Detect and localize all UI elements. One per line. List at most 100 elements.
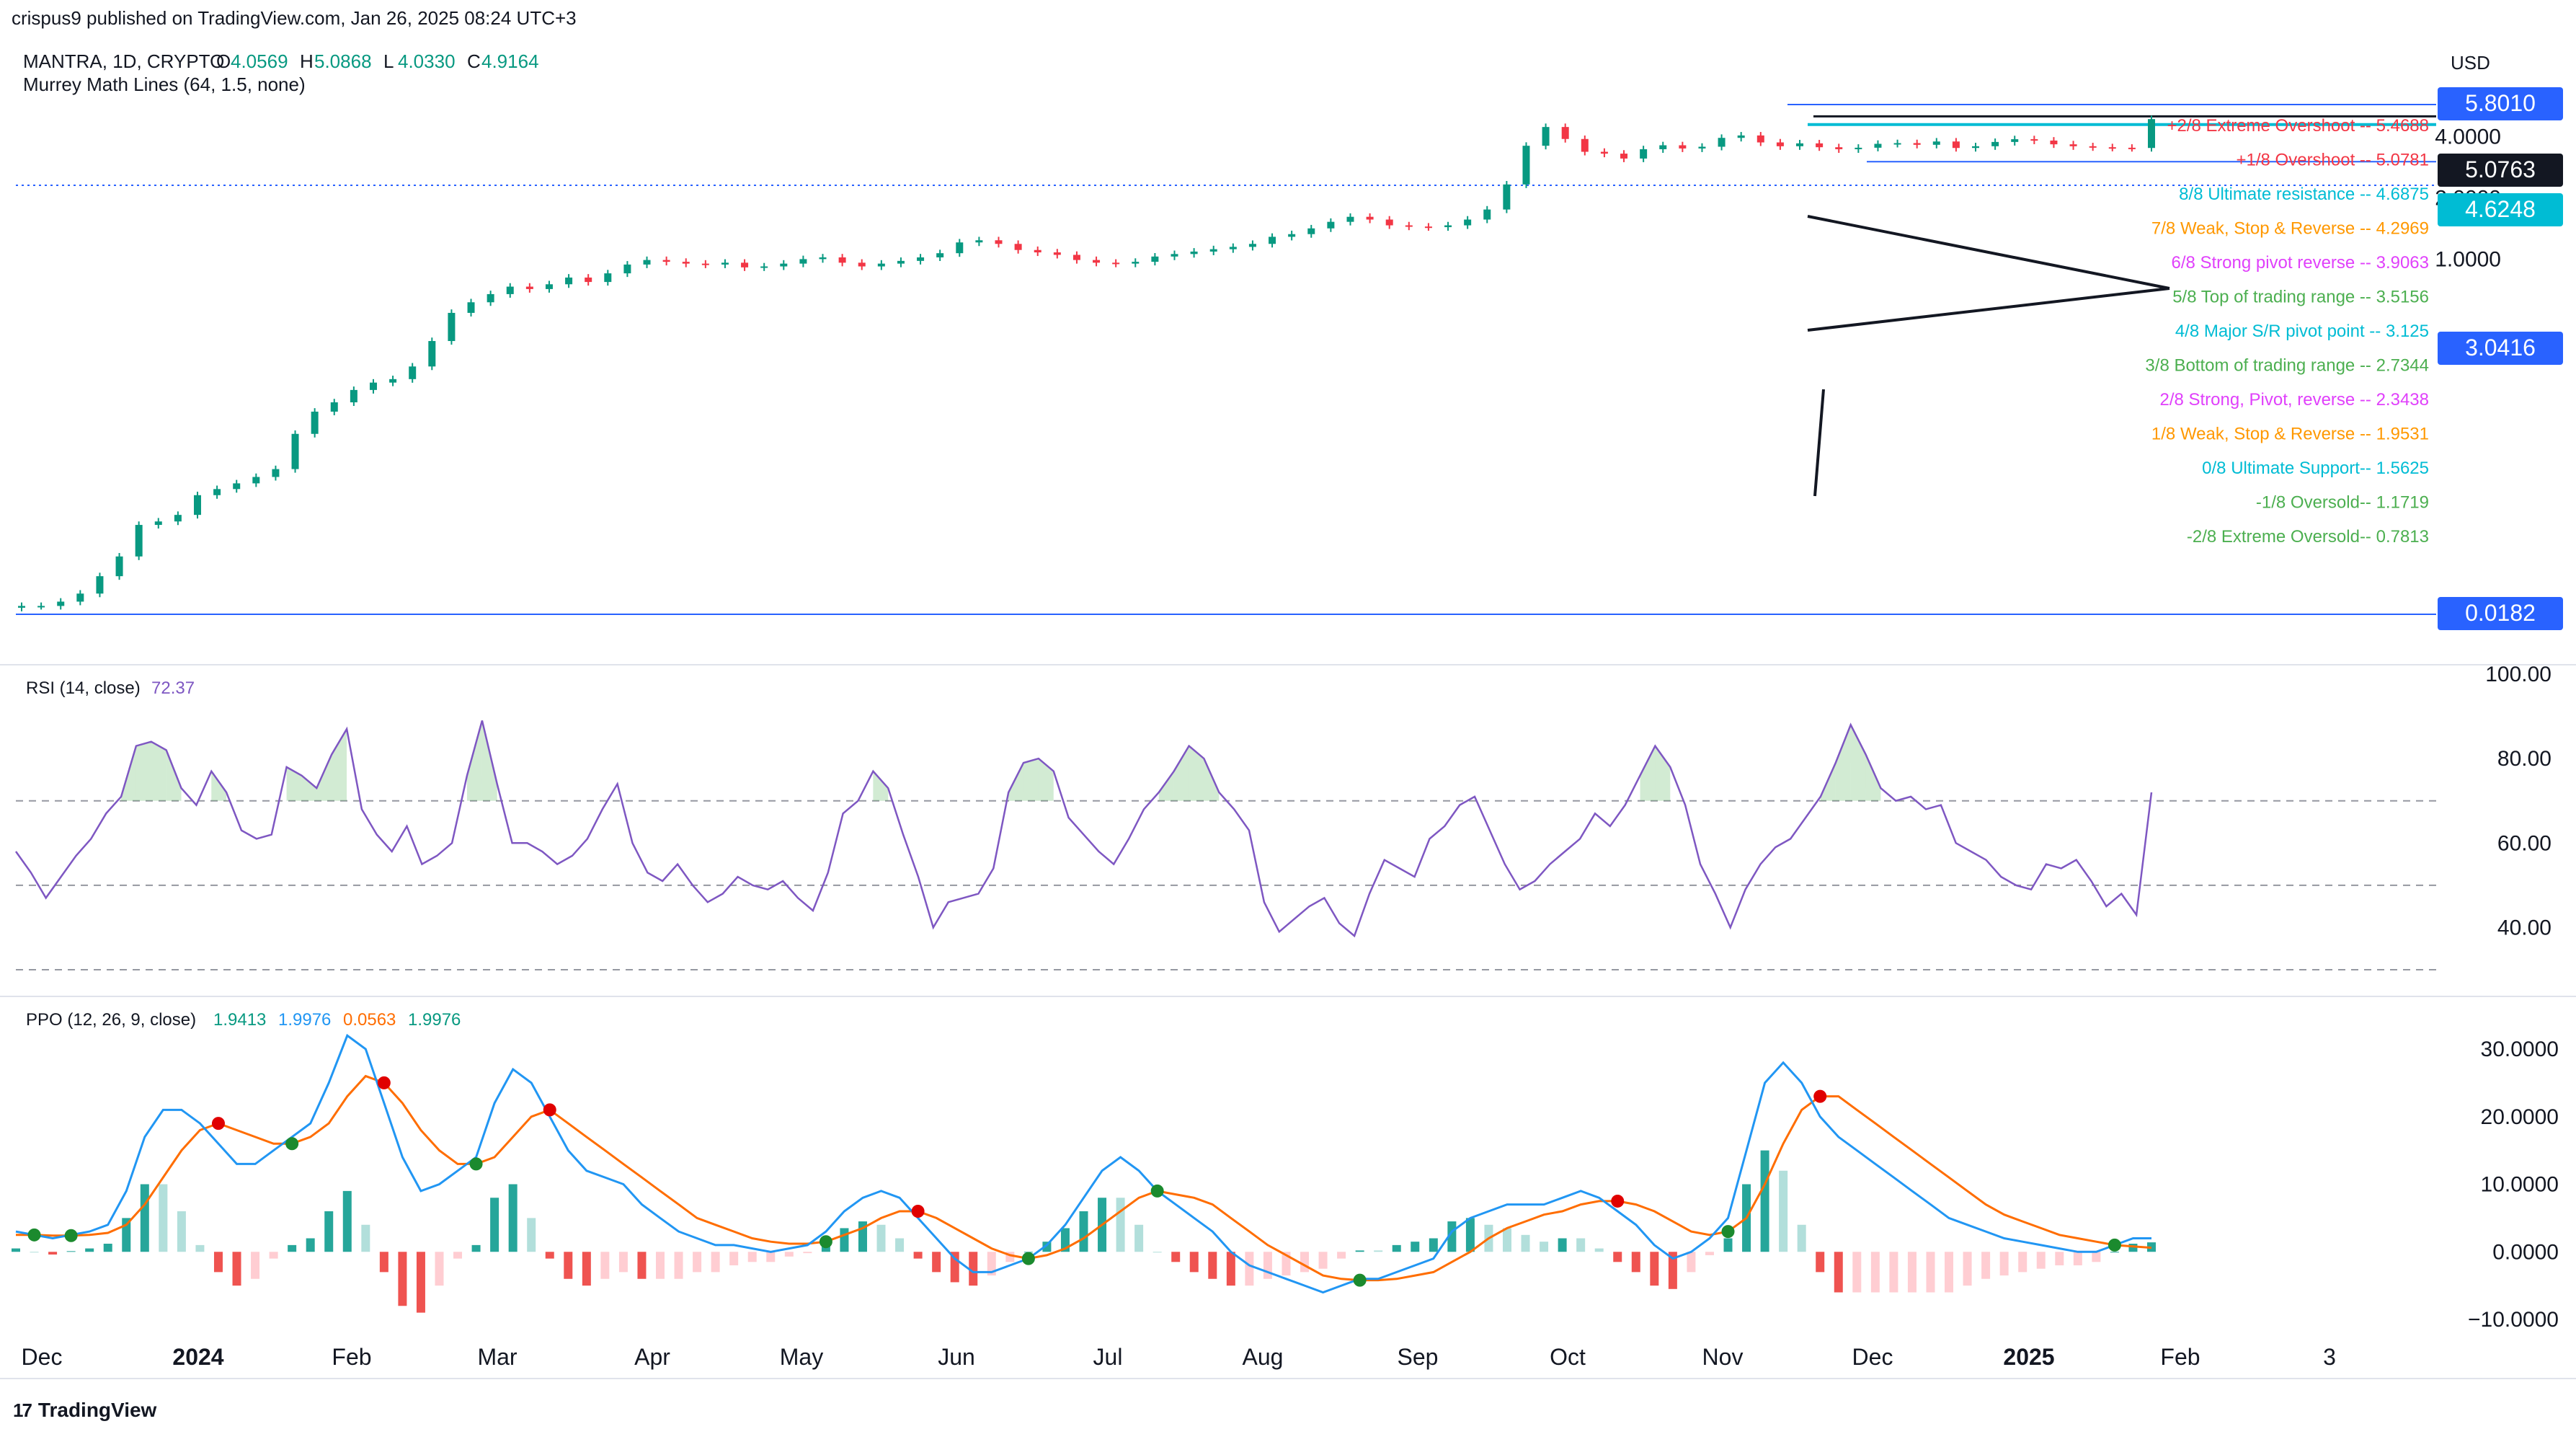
- time-axis-label: Jun: [938, 1344, 975, 1370]
- ppo-cross-dot: [1021, 1252, 1035, 1265]
- ppo-signal-line: [16, 1074, 2152, 1282]
- rsi-overbought-fill: [316, 754, 332, 801]
- ppo-cross-dot: [1150, 1184, 1164, 1198]
- candle-body: [154, 521, 162, 526]
- price-tags[interactable]: 5.8010 5.0763 4.6248 3.0416 0.0182: [2438, 87, 2563, 630]
- ppo-cross-dot: [819, 1235, 832, 1249]
- ppo-cross-dot: [911, 1205, 925, 1218]
- ppo-histogram-bar: [1300, 1252, 1310, 1273]
- candle-body: [37, 606, 45, 608]
- candle-body: [799, 259, 807, 264]
- ppo-histogram-bar: [1208, 1252, 1217, 1279]
- candle-body: [428, 341, 436, 367]
- rsi-panel: RSI (14, close) 72.37 100.00 80.00 60.00 40.0…: [14, 663, 2551, 970]
- candle-body: [1991, 141, 1999, 146]
- price-tag-label: 0.0182: [2465, 600, 2536, 626]
- rsi-overbought-fill: [136, 741, 151, 801]
- candle-body: [1385, 219, 1393, 226]
- candle-body: [897, 260, 905, 264]
- rsi-tick-label: 40.00: [2497, 916, 2551, 939]
- candle-body: [1444, 225, 1452, 228]
- ppo-histogram-bar: [1429, 1238, 1438, 1252]
- ppo-histogram-bar: [140, 1184, 149, 1252]
- ppo-histogram-bar: [251, 1252, 260, 1279]
- ppo-histogram-bar: [471, 1244, 481, 1252]
- candle-body: [838, 257, 846, 263]
- candle-body: [1248, 244, 1256, 247]
- rsi-tick-label: 60.00: [2497, 831, 2551, 855]
- ppo-histogram-bar: [1945, 1252, 1954, 1293]
- ppo-histogram-bar: [48, 1252, 58, 1255]
- candle-body: [858, 262, 866, 267]
- ppo-histogram-bar: [1650, 1252, 1659, 1286]
- candle-body: [330, 402, 338, 412]
- time-axis-label: Jul: [1093, 1344, 1123, 1370]
- ppo-histogram-bar: [1779, 1170, 1788, 1252]
- candle-body: [604, 273, 612, 283]
- candle-body: [936, 253, 944, 257]
- ppo-histogram-bar: [674, 1252, 683, 1279]
- candle-body: [272, 469, 280, 477]
- ppo-histogram-bar: [85, 1248, 94, 1252]
- ppo-histogram-bar: [1668, 1252, 1677, 1289]
- ppo-histogram-bar: [361, 1224, 370, 1252]
- ppo-histogram-bar: [1889, 1252, 1898, 1293]
- time-axis-label: Oct: [1550, 1344, 1586, 1370]
- ppo-histogram-bar: [1870, 1252, 1880, 1293]
- rsi-overbought-fill: [873, 771, 889, 801]
- ppo-histogram-bar: [1079, 1211, 1088, 1252]
- ppo-histogram-bar: [324, 1211, 334, 1252]
- ppo-histogram-bar: [379, 1252, 388, 1273]
- candle-body: [1503, 184, 1511, 210]
- candle-body: [917, 257, 925, 261]
- rsi-overbought-fill: [286, 766, 302, 801]
- candle-body: [956, 242, 964, 254]
- currency-label[interactable]: USD: [2451, 52, 2490, 74]
- candle-body: [1269, 236, 1276, 244]
- candle-body: [1307, 228, 1315, 234]
- candle-body: [1346, 216, 1354, 222]
- ppo-histogram-bar: [195, 1244, 205, 1252]
- rsi-overbought-fill: [1189, 746, 1204, 801]
- candle-body: [135, 525, 143, 557]
- ppo-histogram-bar: [1907, 1252, 1917, 1293]
- ppo-histogram-bar: [490, 1198, 499, 1252]
- ohlc-key: C: [467, 50, 481, 72]
- candle-body: [1718, 138, 1726, 147]
- ppo-histogram-bar: [913, 1252, 923, 1259]
- price-tag-box: [2438, 597, 2563, 630]
- candle-body: [1132, 262, 1140, 264]
- candle-body: [643, 260, 651, 265]
- price-tag-box: [2438, 87, 2563, 120]
- ppo-histogram-bar: [2128, 1244, 2138, 1252]
- trendline-upper: [1807, 215, 2170, 290]
- murrey-label: 2/8 Strong, Pivot, reverse -- 2.3438: [2159, 390, 2429, 410]
- ppo-histogram-bar: [1613, 1252, 1622, 1262]
- time-axis-label: May: [780, 1344, 823, 1370]
- ppo-histogram-bar: [1226, 1252, 1235, 1286]
- symbol-title[interactable]: MANTRA, 1D, CRYPTO: [23, 50, 224, 72]
- ppo-histogram-bar: [1999, 1252, 2009, 1276]
- indicator-label[interactable]: Murrey Math Lines (64, 1.5, none): [23, 74, 306, 95]
- candle-body: [701, 263, 709, 265]
- ppo-cross-dot: [1611, 1194, 1625, 1208]
- ppo-histogram-bar: [564, 1252, 573, 1279]
- candle-body: [193, 495, 201, 516]
- candle-body: [1542, 127, 1550, 146]
- rsi-title: RSI (14, close): [26, 678, 141, 698]
- time-axis[interactable]: Dec 2024 Feb Mar Apr May Jun Jul Aug Sep Oct Nov Dec…: [22, 1344, 2336, 1370]
- candle-body: [1561, 127, 1569, 139]
- ppo-histogram-bar: [711, 1252, 720, 1273]
- ppo-tick-label: 30.0000: [2481, 1038, 2559, 1061]
- candle-body: [1464, 219, 1472, 226]
- ppo-cross-dot: [285, 1137, 299, 1151]
- candle-body: [1816, 143, 1824, 148]
- tradingview-brand[interactable]: 17 TradingView: [13, 1399, 156, 1422]
- ppo-histogram-bar: [600, 1252, 610, 1279]
- candles: [18, 115, 2155, 611]
- ppo-histogram-bar: [729, 1252, 739, 1265]
- candle-body: [350, 389, 357, 403]
- candle-body: [682, 262, 690, 264]
- candle-body: [76, 593, 84, 602]
